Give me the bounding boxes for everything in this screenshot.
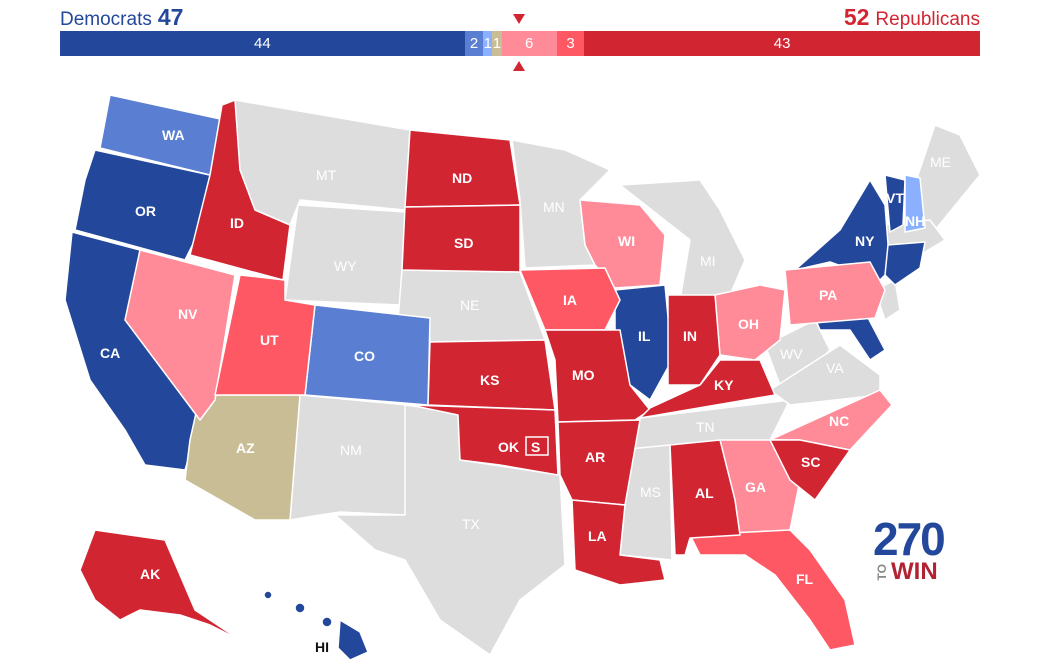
label-IA: IA <box>563 292 577 308</box>
label-KY: KY <box>714 377 734 393</box>
label-VA: VA <box>826 360 844 376</box>
republicans-label: Republicans <box>875 9 980 30</box>
label-AK: AK <box>140 566 160 582</box>
state-AK[interactable] <box>79 529 241 641</box>
label-MO: MO <box>572 367 595 383</box>
label-CO: CO <box>354 348 375 364</box>
label-ND: ND <box>452 170 472 186</box>
seat-segment[interactable]: 44 <box>60 31 465 56</box>
seat-segment[interactable]: 3 <box>556 31 585 56</box>
logo-to: TO <box>875 564 889 581</box>
label-KS: KS <box>480 372 499 388</box>
label-MI: MI <box>700 253 716 269</box>
label-NY: NY <box>855 233 875 249</box>
state-UT[interactable] <box>214 274 316 396</box>
state-WI[interactable] <box>579 199 666 289</box>
state-IA[interactable] <box>519 267 621 331</box>
hawaii-island-kauai <box>263 590 273 600</box>
label-ME: ME <box>930 154 951 170</box>
state-MI[interactable] <box>619 179 746 301</box>
label-TX: TX <box>462 516 481 532</box>
label-AZ: AZ <box>236 440 255 456</box>
state-VT[interactable] <box>884 174 906 233</box>
state-VA[interactable] <box>769 344 881 406</box>
label-NM: NM <box>340 442 362 458</box>
oklahoma-special-box[interactable] <box>525 436 549 456</box>
logo-win: WIN <box>891 558 938 585</box>
label-WY: WY <box>334 258 357 274</box>
state-SD[interactable] <box>401 204 521 273</box>
label-FL: FL <box>796 571 814 587</box>
label-SD: SD <box>454 235 473 251</box>
label-OK-special: S <box>531 439 540 455</box>
state-PA[interactable] <box>784 261 886 326</box>
state-FL[interactable] <box>689 529 856 651</box>
state-ME[interactable] <box>917 124 981 231</box>
state-IN[interactable] <box>667 294 721 386</box>
seat-balance-bar: 44 2 1 1 6 3 43 <box>60 31 980 56</box>
democrats-header: Democrats 47 <box>60 4 183 31</box>
label-OK: OK <box>498 439 519 455</box>
state-ND[interactable] <box>404 129 521 208</box>
label-NV: NV <box>178 306 198 322</box>
state-AL[interactable] <box>669 439 741 556</box>
state-CT[interactable] <box>884 241 926 286</box>
label-OR: OR <box>135 203 156 219</box>
label-NE: NE <box>460 297 479 313</box>
label-SC: SC <box>801 454 820 470</box>
republicans-total: 52 <box>843 4 870 30</box>
seat-segment[interactable]: 2 <box>464 31 484 56</box>
label-MT: MT <box>316 167 337 183</box>
seat-segment[interactable]: 1 <box>492 31 502 56</box>
label-TN: TN <box>696 419 715 435</box>
label-IL: IL <box>638 328 651 344</box>
label-ID: ID <box>230 215 244 231</box>
republicans-header: 52 Republicans <box>844 4 980 31</box>
label-LA: LA <box>588 528 607 544</box>
label-WV: WV <box>780 346 803 362</box>
label-HI: HI <box>315 639 329 655</box>
label-WI: WI <box>618 233 635 249</box>
democrats-label: Democrats <box>60 9 152 30</box>
state-KY[interactable] <box>639 359 776 419</box>
hawaii-island-oahu <box>294 602 306 614</box>
seat-segment[interactable]: 43 <box>584 31 980 56</box>
state-LA[interactable] <box>571 499 666 586</box>
label-WA: WA <box>162 127 185 143</box>
state-WY[interactable] <box>284 204 406 306</box>
logo-270: 270 <box>873 513 946 565</box>
majority-marker-top-icon <box>513 14 525 24</box>
seat-segment[interactable]: 1 <box>483 31 493 56</box>
label-OH: OH <box>738 316 759 332</box>
state-SC[interactable] <box>769 439 851 501</box>
label-VT: VT <box>886 190 904 206</box>
state-NH[interactable] <box>904 174 926 233</box>
seat-segment[interactable]: 6 <box>501 31 557 56</box>
democrats-total: 47 <box>157 4 184 30</box>
state-NV[interactable] <box>124 249 236 421</box>
state-ID[interactable] <box>189 99 291 281</box>
label-AR: AR <box>585 449 605 465</box>
label-AL: AL <box>695 485 714 501</box>
label-MN: MN <box>543 199 565 215</box>
label-CA: CA <box>100 345 120 361</box>
label-UT: UT <box>260 332 279 348</box>
state-OK[interactable] <box>409 404 559 476</box>
label-MS: MS <box>640 484 661 500</box>
hawaii-island-maui <box>321 616 333 628</box>
label-IN: IN <box>683 328 697 344</box>
label-PA: PA <box>819 287 837 303</box>
label-NC: NC <box>829 413 849 429</box>
state-HI[interactable] <box>337 619 369 661</box>
majority-marker-bottom-icon <box>513 61 525 71</box>
270towin-logo[interactable]: 270 TO WIN <box>873 513 946 584</box>
label-NH: NH <box>905 213 925 229</box>
label-GA: GA <box>745 479 766 495</box>
